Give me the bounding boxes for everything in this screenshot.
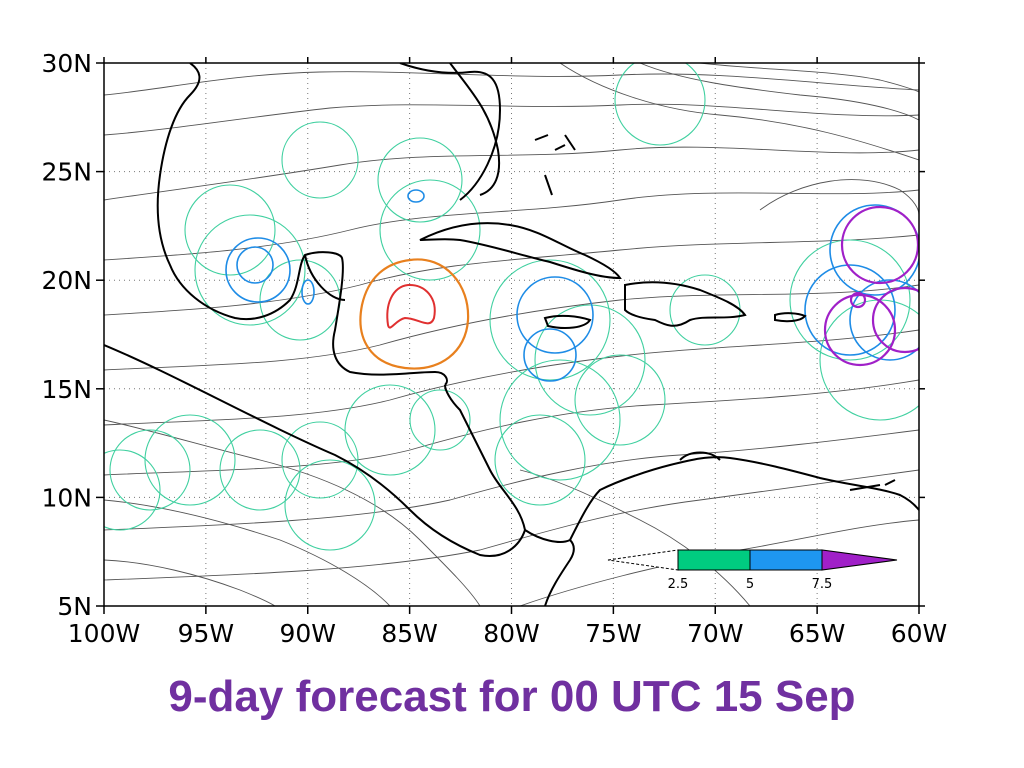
contours-5 [225, 189, 919, 382]
forecast-caption: 9-day forecast for 00 UTC 15 Sep [168, 672, 856, 721]
contour-ring [225, 237, 291, 303]
streamline [559, 63, 919, 161]
contour-ring [409, 389, 471, 451]
contour-ring [194, 214, 306, 326]
contour-ring [614, 63, 706, 146]
streamline [759, 179, 919, 216]
contour-ring [109, 429, 191, 511]
contour-ring [407, 189, 425, 203]
coastlines [104, 63, 919, 606]
contour-ring [574, 354, 666, 446]
lon-tick-label: 70W [687, 619, 744, 648]
coastline-jamaica [543, 314, 592, 329]
contour-ring [871, 286, 919, 354]
contour-ring [104, 449, 161, 531]
streamline [104, 559, 276, 606]
coastline-hispaniola [624, 281, 747, 327]
streamline [699, 63, 919, 93]
contour-ring [379, 179, 481, 281]
colorbar-segment-green [677, 549, 751, 571]
coastline-venezuela-coast [679, 451, 896, 491]
streamlines [104, 63, 919, 606]
contour-ring [281, 121, 359, 199]
longitude-axis: 100W 95W 90W 85W 80W 75W 70W 65W 60W [68, 57, 947, 648]
contour-ring [236, 246, 274, 284]
lat-tick-label: 25N [41, 158, 92, 187]
colorbar-label-2p5: 2.5 [668, 577, 689, 592]
colorbar: 2.5 5 7.5 [607, 549, 898, 592]
contour-ring [849, 291, 867, 309]
orange-contour [359, 258, 470, 370]
contour-ring [499, 359, 621, 481]
colorbar-label-7p5: 7.5 [812, 577, 833, 592]
lon-tick-label: 80W [483, 619, 540, 648]
streamline [104, 71, 919, 96]
lon-tick-label: 100W [68, 619, 140, 648]
contour-ring [849, 279, 919, 361]
graticule [104, 63, 919, 606]
coastline-puerto-rico [774, 312, 807, 323]
contour-ring [344, 384, 436, 476]
coastline-central-america [104, 344, 527, 557]
contour-ring [516, 276, 594, 354]
lat-tick-label: 30N [41, 49, 92, 78]
streamline [519, 469, 751, 606]
contour-ring [840, 205, 919, 285]
contour-ring [494, 414, 586, 506]
streamline [104, 234, 919, 316]
coastline-gulf [156, 63, 448, 386]
lon-tick-label: 65W [789, 619, 846, 648]
lon-tick-label: 60W [891, 619, 948, 648]
streamline [104, 329, 919, 426]
red-contour [386, 283, 436, 329]
streamline [104, 379, 919, 476]
contour-ring [301, 279, 315, 305]
streamline [639, 63, 919, 121]
coastline-yucatan-east [304, 254, 346, 301]
streamline [104, 284, 919, 371]
coastline-florida [449, 63, 500, 196]
contour-ring [219, 429, 301, 511]
contour-ring [184, 184, 276, 276]
colorbar-segment-blue [749, 549, 823, 571]
contour-ring [804, 264, 896, 356]
contour-ring [489, 259, 611, 381]
colorbar-label-5: 5 [746, 577, 754, 592]
streamline [104, 469, 919, 581]
contour-ring [829, 204, 919, 296]
contour-ring [523, 328, 577, 382]
lat-tick-label: 15N [41, 375, 92, 404]
coastline-us [399, 63, 502, 201]
contour-ring [789, 239, 911, 361]
lon-tick-label: 90W [279, 619, 336, 648]
lat-tick-label: 10N [41, 483, 92, 512]
contour-ring [534, 304, 646, 416]
coastline-south-america [524, 456, 919, 543]
contour-ring [284, 459, 376, 551]
lon-tick-label: 95W [178, 619, 235, 648]
streamline [104, 499, 391, 606]
colorbar-segment-purple [821, 549, 898, 571]
streamline [104, 146, 919, 201]
lon-tick-label: 85W [381, 619, 438, 648]
contour-ring [281, 421, 359, 499]
contour-ring [377, 137, 463, 223]
contours-7p5 [823, 205, 919, 367]
streamline [104, 103, 919, 136]
latitude-axis: 30N 25N 20N 15N 10N 5N [41, 49, 925, 621]
coastline-south-america-west [544, 539, 575, 606]
contour-ring [144, 414, 236, 506]
coastline-bahamas [534, 134, 576, 196]
coastline-cuba [419, 222, 622, 280]
lat-tick-label: 20N [41, 266, 92, 295]
contour-ring [823, 293, 897, 367]
lat-tick-label: 5N [57, 592, 92, 621]
lon-tick-label: 75W [585, 619, 642, 648]
